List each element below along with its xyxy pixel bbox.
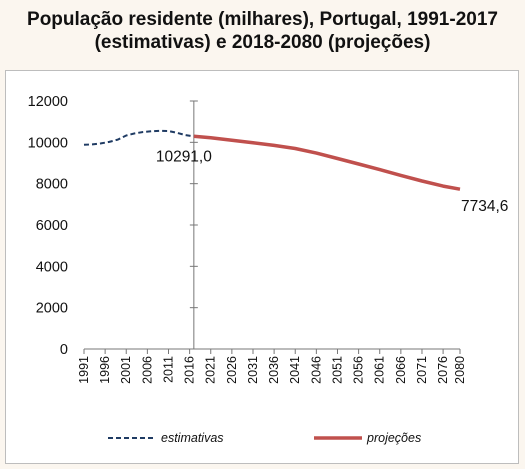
chart-title: População residente (milhares), Portugal… bbox=[0, 8, 525, 54]
x-tick-label: 2066 bbox=[394, 356, 408, 384]
y-tick-label: 12000 bbox=[28, 94, 68, 110]
line-chart: 0 2000 4000 6000 8000 10000 12000 1991 1996 2001… bbox=[28, 94, 509, 445]
chart-title-line-2: (estimativas) e 2018-2080 (projeções) bbox=[94, 32, 431, 53]
series-lines bbox=[83, 129, 461, 191]
chart-title-line-1: População residente (milhares), Portugal… bbox=[27, 9, 498, 30]
y-tick-label: 2000 bbox=[36, 301, 68, 317]
series-line-1 bbox=[193, 134, 461, 191]
x-tick-label: 2080 bbox=[453, 356, 467, 384]
x-tick-label: 2046 bbox=[309, 356, 323, 384]
x-tick-label: 2026 bbox=[225, 356, 239, 384]
x-tick-label: 2071 bbox=[415, 356, 429, 384]
x-tick-label: 1991 bbox=[77, 356, 91, 384]
legend-label: estimativas bbox=[161, 431, 224, 445]
x-tick-label: 2031 bbox=[246, 356, 260, 384]
x-tick-label: 2041 bbox=[288, 356, 302, 384]
x-tick-label: 2061 bbox=[373, 356, 387, 384]
x-tick-label: 2016 bbox=[183, 356, 197, 384]
y-tick-label: 0 bbox=[60, 342, 68, 358]
y-tick-label: 8000 bbox=[36, 177, 68, 193]
y-tick-labels: 0 2000 4000 6000 8000 10000 12000 bbox=[28, 94, 68, 358]
x-tick-label: 2001 bbox=[119, 356, 133, 384]
x-tick-label: 2036 bbox=[267, 356, 281, 384]
chart-area: 0 2000 4000 6000 8000 10000 12000 1991 1996 2001… bbox=[5, 70, 519, 464]
y-tick-label: 10000 bbox=[28, 135, 68, 151]
x-tick-label: 1996 bbox=[98, 356, 112, 384]
annotation-label: 10291,0 bbox=[156, 148, 212, 165]
x-tick-label: 2006 bbox=[140, 356, 154, 384]
series-line-0 bbox=[83, 129, 194, 146]
x-tick-label: 2056 bbox=[352, 356, 366, 384]
y-tick-label: 4000 bbox=[36, 259, 68, 275]
legend: estimativas projeções bbox=[108, 431, 421, 445]
y-tick-label: 6000 bbox=[36, 218, 68, 234]
x-tick-label: 2021 bbox=[204, 356, 218, 384]
x-tick-labels: 1991 1996 2001 2006 2011 2016 2021 2026 2031 2036… bbox=[77, 356, 467, 384]
axes bbox=[83, 100, 461, 354]
x-tick-label: 2076 bbox=[436, 356, 450, 384]
annotations: 10291,0 7734,6 bbox=[156, 148, 509, 215]
x-tick-label: 2051 bbox=[330, 356, 344, 384]
legend-label: projeções bbox=[366, 431, 421, 445]
x-tick-label: 2011 bbox=[161, 356, 175, 383]
annotation-label: 7734,6 bbox=[461, 198, 508, 215]
